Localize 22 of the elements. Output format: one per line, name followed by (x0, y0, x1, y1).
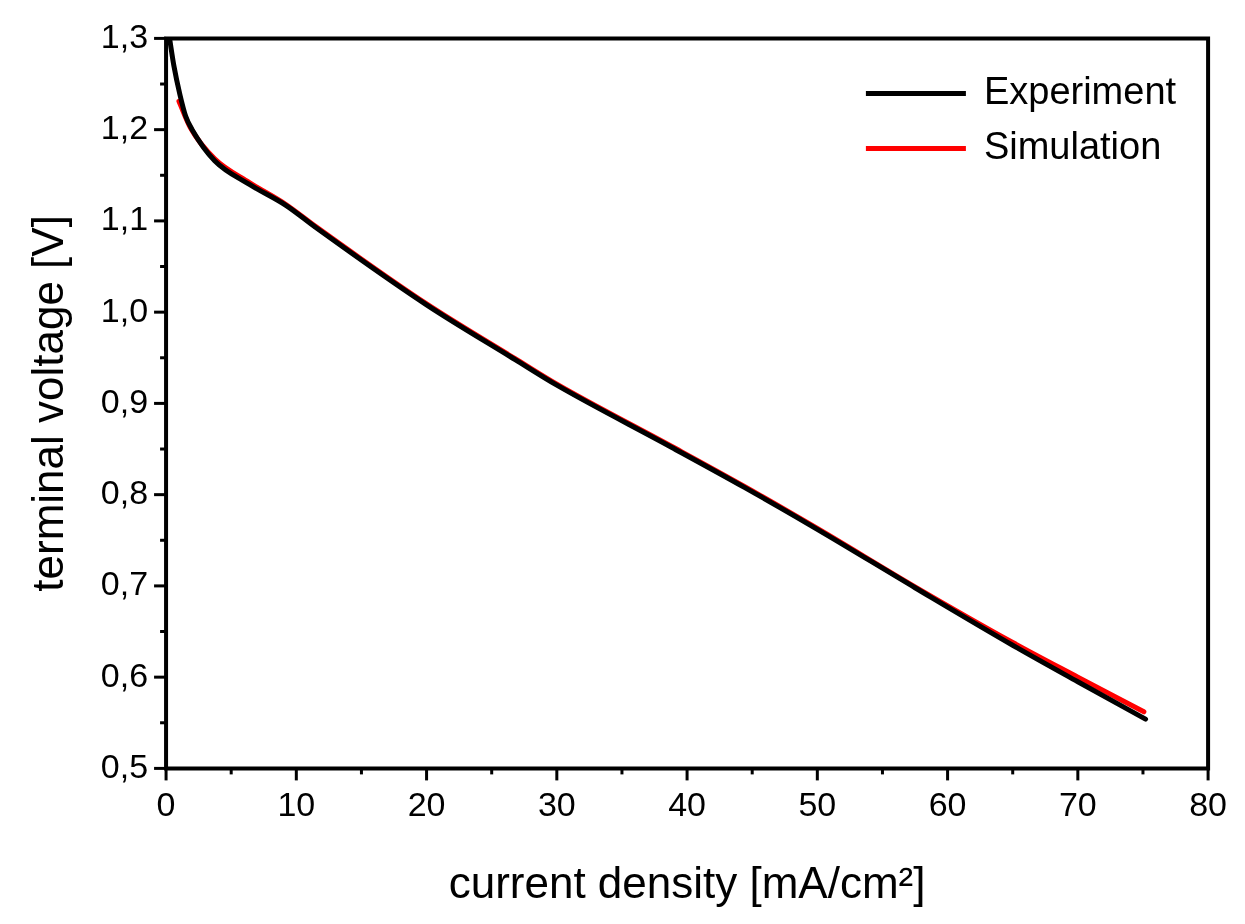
y-tick-label: 0,6 (100, 655, 149, 694)
y-tick-label: 0,8 (100, 473, 149, 512)
y-tick-label: 0,7 (100, 564, 149, 603)
x-tick-label: 50 (798, 785, 837, 824)
y-tick-label: 0,9 (100, 381, 149, 420)
x-tick-label: 0 (156, 785, 176, 824)
x-tick-label: 60 (928, 785, 967, 824)
y-tick-label: 1,3 (100, 16, 149, 55)
x-tick-label: 80 (1189, 785, 1227, 824)
legend-label: Experiment (983, 69, 1177, 112)
legend-label: Simulation (983, 124, 1162, 167)
y-tick-label: 1,0 (100, 290, 149, 329)
x-tick-label: 10 (277, 785, 316, 824)
y-tick-label: 1,2 (100, 108, 149, 147)
x-tick-label: 20 (407, 785, 446, 824)
y-tick-label: 1,1 (100, 199, 149, 238)
x-tick-label: 70 (1058, 785, 1097, 824)
y-tick-label: 0,5 (100, 746, 149, 785)
x-tick-label: 30 (537, 785, 576, 824)
y-axis-title: terminal voltage [V] (22, 215, 72, 592)
x-axis-title: current density [mA/cm²] (448, 857, 926, 907)
x-tick-label: 40 (668, 785, 706, 824)
